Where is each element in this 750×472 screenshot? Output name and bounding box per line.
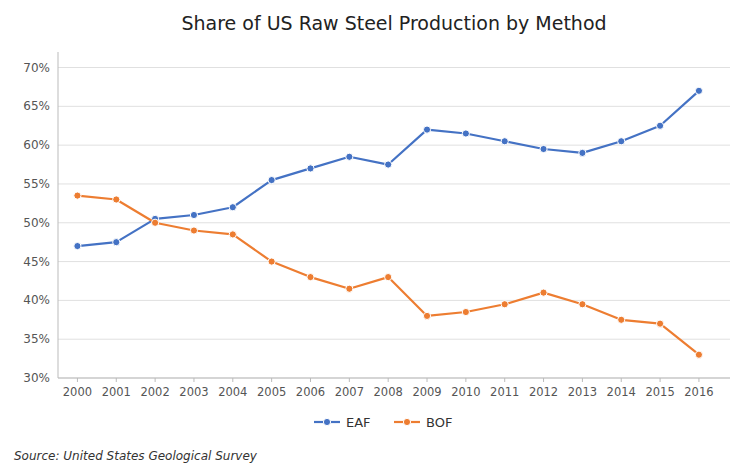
point [229,231,236,238]
x-tick-label: 2011 [490,385,519,399]
x-tick [271,378,272,382]
x-axis-line [58,378,730,379]
point [656,320,663,327]
x-tick-label: 2005 [257,385,286,399]
y-axis-line [58,52,59,378]
point [423,312,430,319]
legend-marker [403,418,410,425]
plot-area [74,87,703,358]
point [695,351,702,358]
grid-line [58,145,730,146]
x-tick [193,378,194,382]
x-tick [116,378,117,382]
point [190,227,197,234]
y-tick-label: 65% [23,99,50,113]
point [695,87,702,94]
x-tick-label: 2000 [63,385,92,399]
point [462,130,469,137]
x-tick [543,378,544,382]
x-tick-label: 2014 [607,385,636,399]
title: Share of US Raw Steel Production by Meth… [181,12,606,34]
point [346,153,353,160]
x-tick-label: 2003 [179,385,208,399]
grid-line [58,339,730,340]
point [423,126,430,133]
y-tick-label: 60% [23,138,50,152]
x-tick [155,378,156,382]
grid-line [58,106,730,107]
x-tick-label: 2002 [140,385,169,399]
legend-label: BOF [426,415,452,430]
x-tick-label: 2006 [296,385,325,399]
y-tick-label: 70% [23,61,50,75]
x-tick [349,378,350,382]
series-line [77,91,699,246]
y-tick-label: 40% [23,293,50,307]
point [74,192,81,199]
x-tick [310,378,311,382]
point [190,211,197,218]
point [501,301,508,308]
x-tick [77,378,78,382]
grid-line [58,300,730,301]
point [656,122,663,129]
point [618,316,625,323]
x-tick-label: 2016 [684,385,713,399]
legend: EAF BOF [314,415,452,430]
x-tick [232,378,233,382]
x-tick-label: 2004 [218,385,247,399]
source-note: Source: United States Geological Survey [14,449,258,463]
x-tick-label: 2008 [374,385,403,399]
point [113,239,120,246]
x-tick [427,378,428,382]
y-tick-label: 55% [23,177,50,191]
legend-marker [323,418,330,425]
grid-line [58,183,730,184]
point [152,219,159,226]
x-tick-label: 2009 [412,385,441,399]
y-tick-label: 30% [23,371,50,385]
grid-line [58,378,730,379]
x-tick-label: 2013 [568,385,597,399]
point [268,176,275,183]
point [74,242,81,249]
grid-line [58,67,730,68]
series-line [77,196,699,355]
point [268,258,275,265]
point [501,138,508,145]
x-tick-label: 2010 [451,385,480,399]
point [385,161,392,168]
x-tick [660,378,661,382]
point [307,273,314,280]
y-tick-label: 35% [23,332,50,346]
y-tick-label: 50% [23,216,50,230]
point [462,308,469,315]
x-tick [465,378,466,382]
point [579,301,586,308]
x-tick [388,378,389,382]
x-tick-label: 2001 [102,385,131,399]
point [113,196,120,203]
point [540,145,547,152]
point [385,273,392,280]
x-tick [621,378,622,382]
point [346,285,353,292]
point [540,289,547,296]
x-tick [504,378,505,382]
legend-label: EAF [346,415,371,430]
x-tick [582,378,583,382]
x-tick [698,378,699,382]
x-tick-label: 2015 [645,385,674,399]
point [307,165,314,172]
point [229,204,236,211]
point [618,138,625,145]
chart: Share of US Raw Steel Production by Meth… [0,0,750,472]
grid [58,68,730,378]
x-tick-label: 2012 [529,385,558,399]
grid-line [58,261,730,262]
point [579,149,586,156]
x-tick-label: 2007 [335,385,364,399]
y-tick-label: 45% [23,255,50,269]
